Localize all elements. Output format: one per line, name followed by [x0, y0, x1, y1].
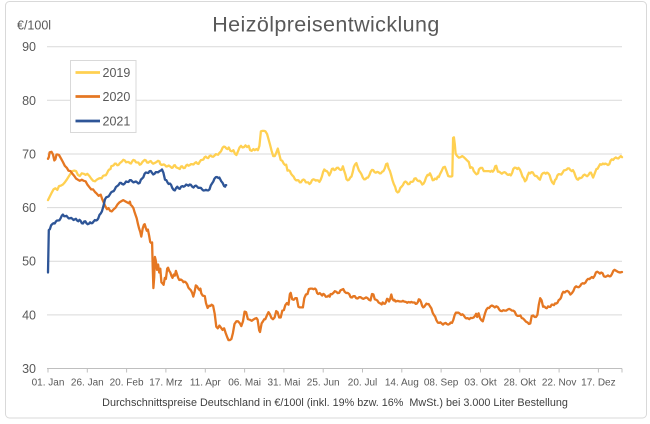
- svg-text:2020: 2020: [103, 90, 131, 104]
- svg-text:26. Jan: 26. Jan: [71, 378, 104, 389]
- svg-text:03. Okt: 03. Okt: [464, 378, 496, 389]
- svg-text:31. Mai: 31. Mai: [268, 378, 301, 389]
- svg-text:11. Apr: 11. Apr: [190, 378, 222, 389]
- svg-text:40: 40: [22, 308, 36, 322]
- svg-text:2019: 2019: [103, 66, 131, 80]
- svg-text:50: 50: [22, 255, 36, 269]
- svg-text:17. Dez: 17. Dez: [581, 378, 615, 389]
- svg-text:2021: 2021: [103, 115, 131, 129]
- svg-text:Durchschnittspreise Deutschlan: Durchschnittspreise Deutschland in €/100…: [102, 397, 568, 409]
- svg-text:01. Jan: 01. Jan: [32, 378, 65, 389]
- svg-text:14. Aug: 14. Aug: [385, 378, 419, 389]
- svg-text:28. Okt: 28. Okt: [504, 378, 536, 389]
- svg-text:25. Jun: 25. Jun: [307, 378, 340, 389]
- svg-text:08. Sep: 08. Sep: [424, 378, 459, 389]
- svg-text:60: 60: [22, 201, 36, 215]
- svg-text:Heizölpreisentwicklung: Heizölpreisentwicklung: [212, 13, 440, 37]
- svg-text:70: 70: [22, 148, 36, 162]
- svg-text:€/100l: €/100l: [17, 18, 51, 32]
- svg-text:17. Mrz: 17. Mrz: [149, 378, 182, 389]
- svg-text:20. Feb: 20. Feb: [110, 378, 144, 389]
- svg-text:80: 80: [22, 94, 36, 108]
- svg-text:90: 90: [22, 40, 36, 54]
- svg-text:06. Mai: 06. Mai: [228, 378, 261, 389]
- svg-text:22. Nov: 22. Nov: [542, 378, 576, 389]
- svg-text:20. Jul: 20. Jul: [348, 378, 377, 389]
- svg-text:30: 30: [22, 362, 36, 376]
